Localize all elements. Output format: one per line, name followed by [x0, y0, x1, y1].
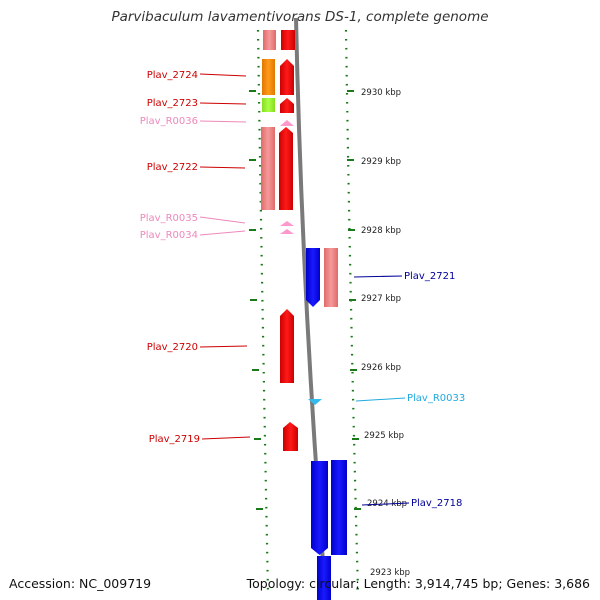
kbp-label-2928: 2928 kbp: [361, 226, 401, 236]
feature-plav-2721-light: [324, 248, 338, 307]
left-major-ticks: [249, 90, 263, 510]
accession-text: Accession: NC_009719: [9, 576, 152, 591]
feature-plav-2722-cds: [279, 127, 293, 210]
label-plav-2719: Plav_2719: [149, 434, 200, 445]
feature-top-red-cds: [281, 30, 295, 50]
feature-orange: [262, 59, 275, 95]
feature-plav-r0035-trna: [280, 221, 294, 226]
feature-plav-2720-cds: [280, 309, 294, 383]
kbp-label-2927: 2927 kbp: [361, 294, 401, 304]
feature-plav-2724-cds: [280, 59, 294, 95]
feature-plav-r0036-trna: [280, 120, 294, 126]
feature-plav-2723-cds: [280, 98, 294, 113]
kbp-label-2930: 2930 kbp: [361, 88, 401, 98]
label-plav-r0035: Plav_R0035: [140, 213, 198, 224]
topology-summary-text: Topology: circular; Length: 3,914,745 bp…: [246, 576, 590, 591]
label-plav-2723: Plav_2723: [147, 98, 198, 109]
feature-bottom-blue: [317, 556, 331, 600]
label-plav-2724: Plav_2724: [147, 70, 198, 81]
reverse-strand-features: [306, 248, 347, 600]
label-plav-2721: Plav_2721: [404, 271, 455, 282]
feature-plav-2718-cds-b: [331, 460, 347, 555]
right-ruler-dots: [344, 29, 360, 593]
forward-strand-features: [261, 30, 298, 451]
feature-plav-r0034-trna: [280, 229, 294, 234]
label-plav-r0034: Plav_R0034: [140, 230, 198, 241]
label-plav-r0036: Plav_R0036: [140, 116, 198, 127]
feature-plav-2722-light: [261, 127, 275, 210]
right-major-ticks: [347, 90, 361, 510]
kbp-label-2929: 2929 kbp: [361, 157, 401, 167]
kbp-label-2925: 2925 kbp: [364, 431, 404, 441]
kbp-label-2926: 2926 kbp: [361, 363, 401, 373]
label-plav-2718: Plav_2718: [411, 498, 462, 509]
feature-plav-2721-cds: [306, 248, 320, 307]
feature-plav-2718-cds-a: [311, 461, 328, 555]
kbp-label-2923: 2923 kbp: [370, 568, 410, 578]
label-plav-2720: Plav_2720: [147, 342, 198, 353]
leader-lines: [199, 73, 410, 506]
label-plav-r0033: Plav_R0033: [407, 393, 465, 404]
feature-plav-r0033-trna: [308, 399, 322, 405]
label-plav-2722: Plav_2722: [147, 162, 198, 173]
map-title: Parvibaculum lavamentivorans DS-1, compl…: [111, 9, 489, 25]
feature-plav-2719-cds: [283, 422, 298, 451]
feature-green: [262, 98, 275, 112]
locus-labels: Plav_2724 Plav_2723 Plav_R0036 Plav_2722…: [140, 70, 466, 509]
left-ruler-dots: [256, 29, 270, 593]
feature-top-light-cds: [263, 30, 276, 50]
